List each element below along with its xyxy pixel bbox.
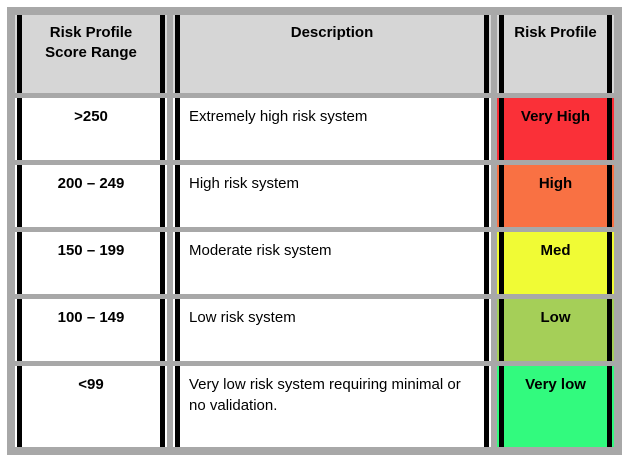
risk-badge-very-high: Very High	[497, 98, 614, 160]
risk-badge-low: Low	[497, 299, 614, 361]
score-range-low: 100 – 149	[15, 299, 167, 361]
description-very-high: Extremely high risk system	[173, 98, 491, 160]
description-high: High risk system	[173, 165, 491, 227]
risk-badge-med: Med	[497, 232, 614, 294]
score-range-med: 150 – 199	[15, 232, 167, 294]
risk-badge-high: High	[497, 165, 614, 227]
header-score-range: Risk Profile Score Range	[15, 15, 167, 93]
score-range-high: 200 – 249	[15, 165, 167, 227]
risk-badge-very-low: Very low	[497, 366, 614, 447]
score-range-very-low: <99	[15, 366, 167, 447]
risk-profile-table: Risk Profile Score Range Description Ris…	[7, 7, 622, 455]
score-range-very-high: >250	[15, 98, 167, 160]
header-description: Description	[173, 15, 491, 93]
description-very-low: Very low risk system requiring minimal o…	[173, 366, 491, 447]
description-med: Moderate risk system	[173, 232, 491, 294]
description-low: Low risk system	[173, 299, 491, 361]
header-risk-profile: Risk Profile	[497, 15, 614, 93]
